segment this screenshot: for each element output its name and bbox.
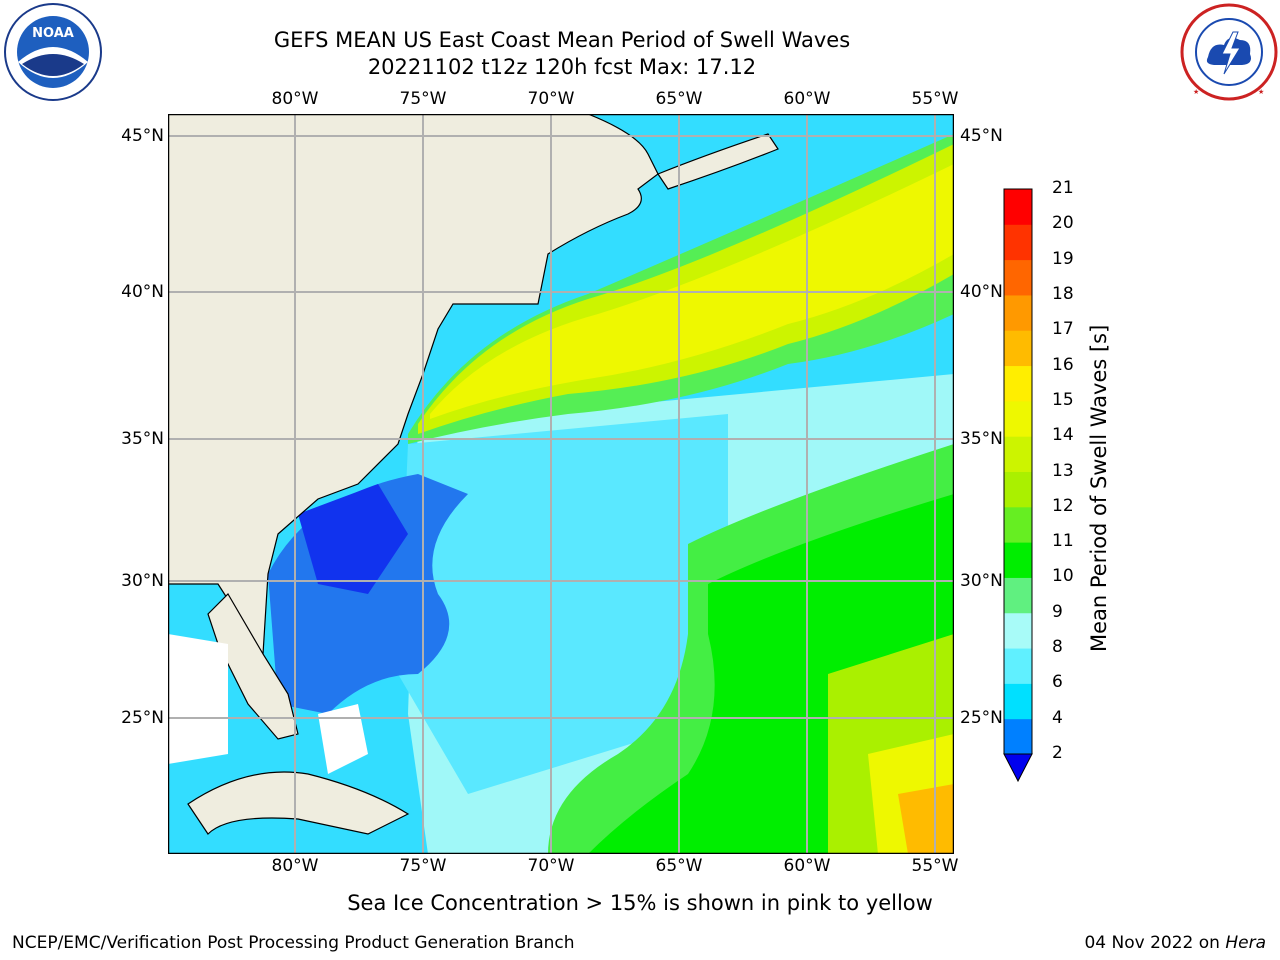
nova-scotia-land <box>657 133 779 190</box>
lat-label-30n-left: 30°N <box>121 571 164 591</box>
field-16s <box>898 784 954 854</box>
colorbar-segment <box>1004 718 1032 755</box>
field-2-4s-a <box>298 484 408 594</box>
map-title: GEFS MEAN US East Coast Mean Period of S… <box>273 28 851 52</box>
footer-date-machine: 04 Nov 2022 on Hera <box>1084 933 1266 953</box>
sea-ice-note-text: Sea Ice Concentration > 15% is shown in … <box>347 891 933 915</box>
lat-label-45n-right: 45°N <box>960 126 1003 146</box>
colorbar-tick-label: 15 <box>1052 389 1074 410</box>
bahamas-masked <box>318 704 368 774</box>
svg-text:★: ★ <box>1193 88 1199 96</box>
colorbar-segment <box>1004 365 1032 402</box>
lat-label-25n-left: 25°N <box>121 708 164 728</box>
colorbar-tick-label: 9 <box>1052 601 1063 622</box>
lon-label-60w-bottom: 60°W <box>783 856 831 876</box>
gulf-masked <box>168 634 228 764</box>
lon-label-55w-bottom: 55°W <box>911 856 959 876</box>
map-subtitle: 20221102 t12z 120h fcst Max: 17.12 <box>367 55 757 79</box>
colorbar-segment <box>1004 648 1032 684</box>
nws-logo: ★ ★ <box>1178 2 1280 102</box>
colorbar-segment <box>1004 294 1032 331</box>
field-6-8s <box>398 414 728 794</box>
colorbar-tick-label: 11 <box>1052 531 1074 552</box>
colorbar-tick-label: 4 <box>1052 707 1063 728</box>
colorbar-tick-label: 13 <box>1052 460 1074 481</box>
north-america-land <box>168 114 659 656</box>
colorbar-tick-label: 21 <box>1052 178 1074 198</box>
colorbar-tick-label: 16 <box>1052 354 1074 375</box>
lat-label-25n-right: 25°N <box>960 708 1003 728</box>
lon-label-60w-top: 60°W <box>783 89 831 109</box>
lon-label-55w-top: 55°W <box>911 89 959 109</box>
colorbar-segment <box>1004 189 1032 225</box>
colorbar-segment <box>1004 400 1032 437</box>
colorbar-segment <box>1004 436 1032 472</box>
colorbar-tick-label: 20 <box>1052 213 1074 234</box>
footer-credit: NCEP/EMC/Verification Post Processing Pr… <box>12 933 575 953</box>
florida-land <box>207 593 299 740</box>
lon-label-80w-bottom: 80°W <box>271 856 319 876</box>
swell-period-map <box>167 113 955 855</box>
colorbar-tick-label: 10 <box>1052 566 1074 587</box>
colorbar-segment <box>1004 259 1032 296</box>
lon-label-75w-bottom: 75°W <box>399 856 447 876</box>
colorbar <box>1000 186 1040 786</box>
colorbar-segment <box>1004 330 1032 367</box>
lon-label-75w-top: 75°W <box>399 89 447 109</box>
colorbar-segment <box>1004 577 1032 614</box>
lat-label-45n-left: 45°N <box>121 126 164 146</box>
svg-text:★: ★ <box>1258 88 1264 96</box>
colorbar-segment <box>1004 683 1032 720</box>
colorbar-tick-label: 14 <box>1052 425 1074 446</box>
lon-label-70w-top: 70°W <box>527 89 575 109</box>
lon-label-65w-top: 65°W <box>655 89 703 109</box>
colorbar-tick-label: 19 <box>1052 248 1074 269</box>
colorbar-title: Mean Period of Swell Waves [s] <box>1087 324 1111 652</box>
graticule <box>168 114 954 854</box>
lat-label-35n-right: 35°N <box>960 429 1003 449</box>
colorbar-segment <box>1004 471 1032 508</box>
cuba-land <box>187 771 410 835</box>
lat-label-35n-left: 35°N <box>121 429 164 449</box>
footer-date: 04 Nov 2022 on <box>1084 933 1220 953</box>
colorbar-segment <box>1004 612 1032 649</box>
colorbar-tick-label: 8 <box>1052 637 1063 658</box>
lon-label-80w-top: 80°W <box>271 89 319 109</box>
colorbar-segment <box>1004 224 1032 261</box>
lon-label-65w-bottom: 65°W <box>655 856 703 876</box>
svg-text:NOAA: NOAA <box>32 26 74 41</box>
colorbar-frame <box>1003 188 1033 755</box>
colorbar-ticks: 2 4 6 8 9 10 11 12 13 14 15 16 17 18 19 20 21 <box>1052 178 1112 763</box>
colorbar-tick-label: 18 <box>1052 283 1074 304</box>
lat-label-40n-right: 40°N <box>960 282 1003 302</box>
colorbar-tick-label: 17 <box>1052 319 1074 340</box>
lon-label-70w-bottom: 70°W <box>527 856 575 876</box>
lat-label-30n-right: 30°N <box>960 571 1003 591</box>
footer-machine: Hera <box>1225 933 1266 953</box>
colorbar-extend-triangle <box>1003 753 1033 783</box>
colorbar-segment <box>1004 542 1032 578</box>
sea-ice-note: Sea Ice Concentration > 15% is shown in … <box>0 891 1280 915</box>
lat-label-40n-left: 40°N <box>121 282 164 302</box>
colorbar-tick-label: 2 <box>1052 743 1063 763</box>
colorbar-segment <box>1004 506 1032 543</box>
colorbar-tick-label: 6 <box>1052 672 1063 693</box>
noaa-logo: NOAA <box>2 2 104 102</box>
colorbar-tick-label: 12 <box>1052 495 1074 516</box>
